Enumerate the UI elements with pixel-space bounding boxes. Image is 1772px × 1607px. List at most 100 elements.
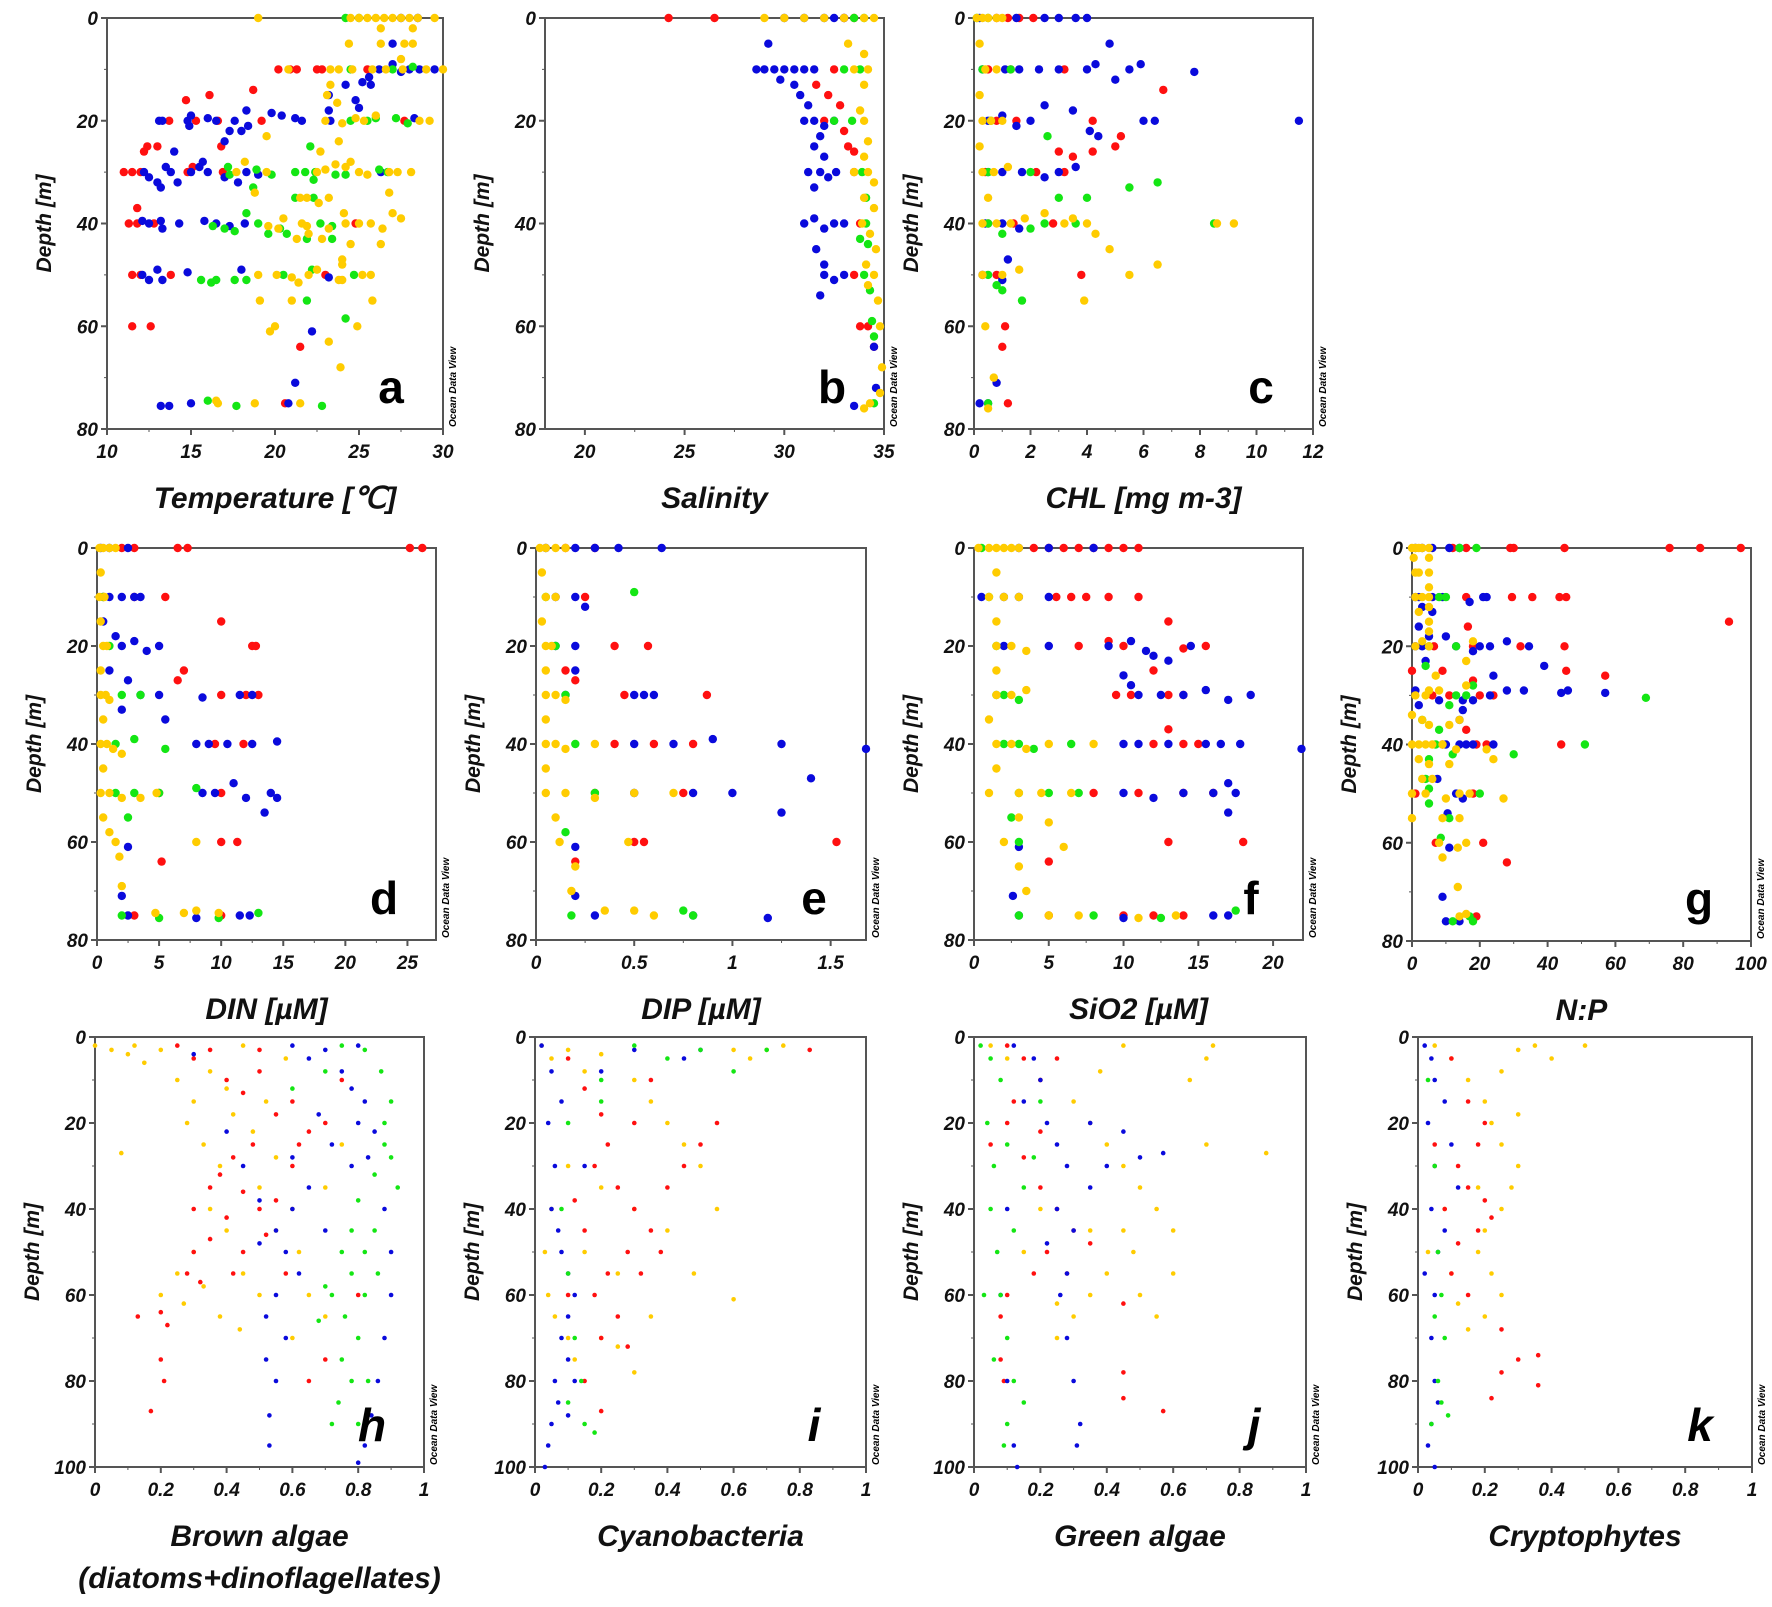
data-point xyxy=(1563,686,1573,695)
data-point xyxy=(291,114,300,123)
data-point xyxy=(165,401,174,411)
data-point xyxy=(232,401,241,411)
data-point xyxy=(302,296,312,305)
x-tick-label: 20 xyxy=(573,442,596,463)
data-point xyxy=(317,234,327,244)
data-point xyxy=(983,404,993,413)
data-point xyxy=(728,788,737,798)
data-point xyxy=(1020,214,1029,223)
ocean-data-view-watermark: Ocean Data View xyxy=(1757,1384,1768,1465)
data-point xyxy=(1015,265,1024,274)
data-point xyxy=(1082,13,1092,23)
panel-letter: f xyxy=(1243,872,1259,924)
data-point xyxy=(408,39,417,48)
data-point xyxy=(181,1301,187,1306)
data-point xyxy=(1044,1249,1050,1255)
data-point xyxy=(341,162,350,172)
y-tick-label: 20 xyxy=(504,1114,527,1135)
data-point xyxy=(561,828,570,837)
data-point xyxy=(1040,13,1049,23)
data-point xyxy=(175,219,184,228)
data-point xyxy=(230,116,239,126)
data-point xyxy=(273,1228,279,1233)
data-point xyxy=(304,270,313,280)
data-point xyxy=(1424,617,1434,626)
data-point xyxy=(1434,696,1444,705)
data-point xyxy=(859,116,869,126)
data-point xyxy=(541,666,550,675)
data-point xyxy=(111,788,120,798)
data-point xyxy=(632,1206,637,1212)
data-point xyxy=(992,281,1001,290)
data-point xyxy=(1160,1150,1166,1156)
data-point xyxy=(128,322,137,331)
data-point xyxy=(582,1163,587,1169)
x-tick-label: 0 xyxy=(530,1480,541,1501)
x-tick-label: 1 xyxy=(1747,1480,1758,1501)
data-point xyxy=(849,65,859,74)
x-tick-label: 25 xyxy=(396,953,419,974)
data-point xyxy=(592,1292,597,1298)
data-point xyxy=(1499,1142,1504,1147)
data-point xyxy=(992,739,1001,749)
data-point xyxy=(1164,837,1173,847)
data-point xyxy=(1059,842,1068,852)
data-point xyxy=(552,1163,558,1169)
data-point xyxy=(130,788,139,798)
data-point xyxy=(388,1155,394,1160)
data-point xyxy=(346,157,355,166)
data-point xyxy=(714,1120,720,1126)
data-point xyxy=(1149,666,1158,675)
data-point xyxy=(985,1120,990,1126)
data-point xyxy=(1424,720,1434,730)
data-point xyxy=(565,1357,571,1362)
data-point xyxy=(198,157,207,166)
data-point xyxy=(146,322,155,331)
data-point xyxy=(989,373,998,382)
data-point xyxy=(537,568,547,577)
data-point xyxy=(632,1047,637,1053)
data-point xyxy=(796,90,805,100)
data-point xyxy=(372,1172,377,1177)
data-point xyxy=(1468,917,1478,926)
data-point xyxy=(130,734,139,744)
data-point xyxy=(571,641,580,651)
data-point xyxy=(829,116,839,126)
data-point xyxy=(747,1056,753,1061)
data-point xyxy=(1499,1327,1504,1332)
data-point xyxy=(1231,906,1240,915)
data-point xyxy=(1414,701,1424,710)
data-point xyxy=(1054,147,1064,156)
data-point xyxy=(1121,1301,1126,1306)
y-tick-label: 40 xyxy=(1381,736,1404,757)
data-point xyxy=(210,739,220,749)
series-green xyxy=(290,1043,401,1427)
ocean-data-view-watermark: Ocean Data View xyxy=(871,1384,882,1465)
data-point xyxy=(1125,270,1134,280)
data-point xyxy=(391,114,401,123)
data-point xyxy=(1432,1163,1437,1169)
data-point xyxy=(339,1142,345,1147)
data-point xyxy=(237,265,246,274)
data-point xyxy=(1044,543,1054,553)
data-point xyxy=(233,837,242,847)
data-point xyxy=(688,739,698,749)
x-tick-label: 60 xyxy=(1605,954,1627,975)
data-point xyxy=(1004,1292,1010,1298)
data-point xyxy=(323,1228,328,1233)
data-point xyxy=(1105,245,1114,254)
data-point xyxy=(1121,1228,1126,1233)
y-axis-label: Depth [m] xyxy=(1338,695,1361,794)
data-point xyxy=(282,229,291,238)
data-point xyxy=(418,543,427,553)
data-point xyxy=(1489,671,1498,680)
data-point xyxy=(559,1335,564,1341)
data-point xyxy=(1535,1383,1541,1388)
data-point xyxy=(1465,1327,1471,1332)
data-point xyxy=(1453,843,1463,852)
data-point xyxy=(291,167,300,177)
data-point xyxy=(1089,911,1098,920)
data-point xyxy=(191,1051,196,1057)
data-point xyxy=(1031,1155,1037,1160)
data-point xyxy=(349,1228,354,1233)
